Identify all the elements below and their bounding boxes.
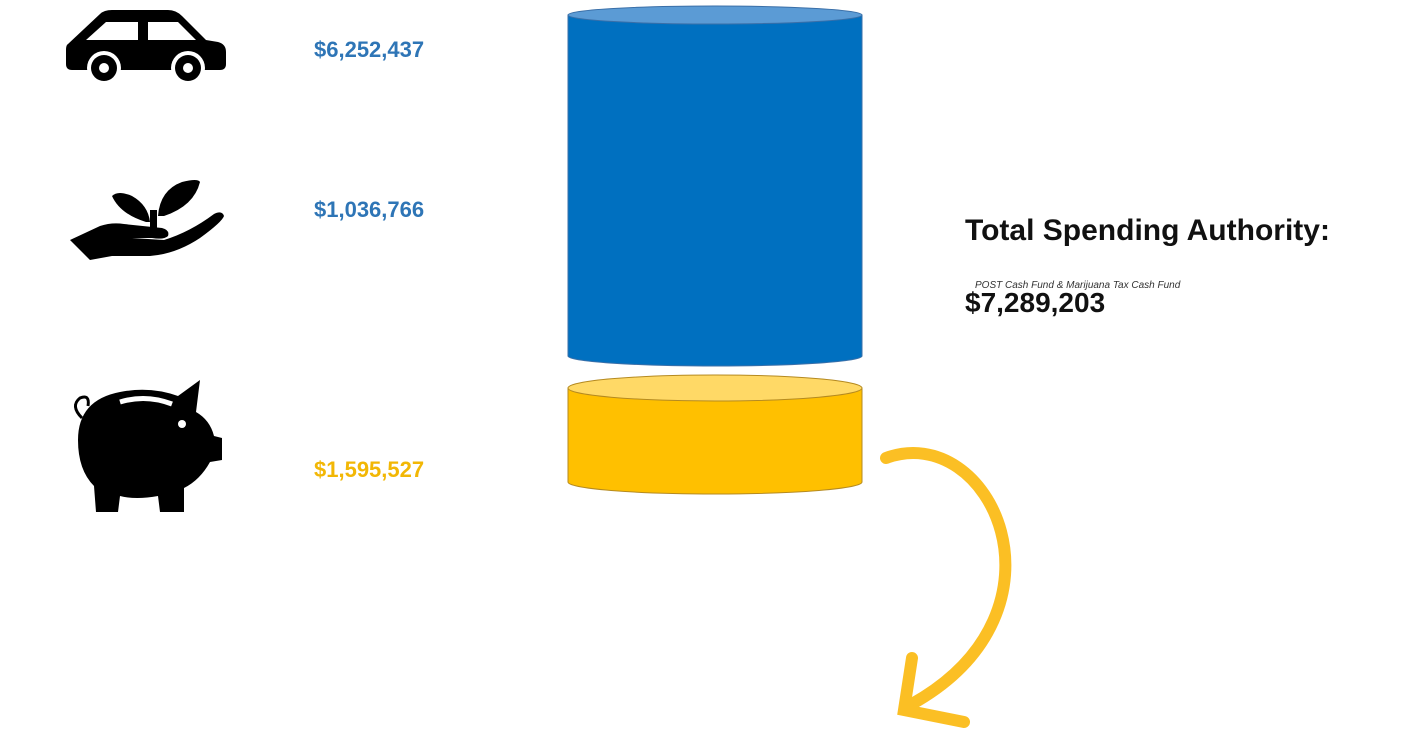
blue-cylinder <box>567 5 863 367</box>
amount-label: $1,595,527 <box>314 457 424 482</box>
total-title: Total Spending Authority: <box>965 214 1330 247</box>
curved-arrow <box>880 447 1012 728</box>
hand-plant-icon <box>70 180 224 260</box>
total-subtitle: POST Cash Fund & Marijuana Tax Cash Fund <box>975 280 1181 291</box>
amount-label: $1,036,766 <box>314 197 424 222</box>
piggy-bank-icon <box>74 380 222 512</box>
car-icon <box>66 10 226 85</box>
gold-cylinder <box>567 374 863 495</box>
amount-label: $6,252,437 <box>314 37 424 62</box>
total-amount: $7,289,203 <box>965 287 1105 318</box>
